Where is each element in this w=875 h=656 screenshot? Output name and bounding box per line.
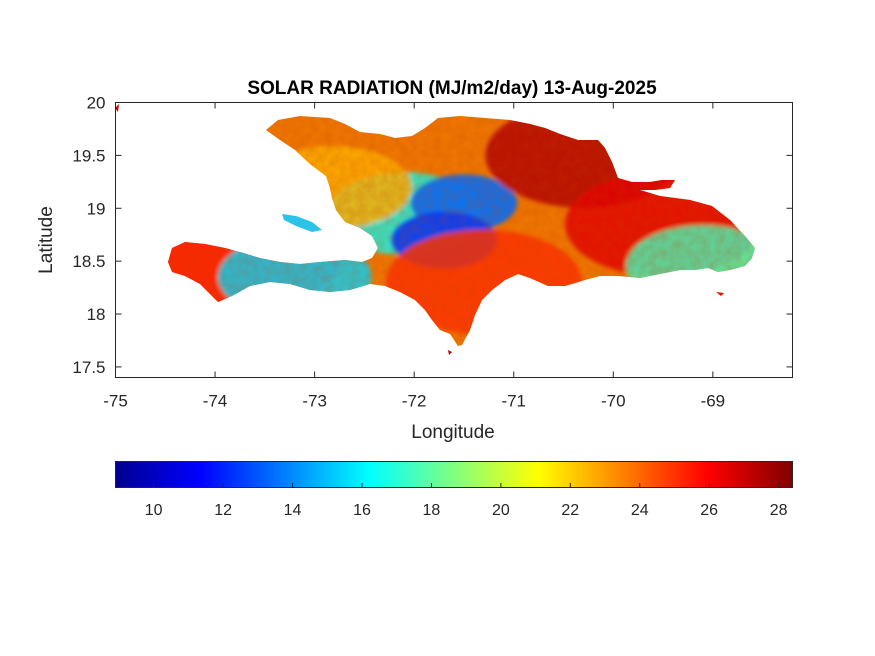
island-heatmap (168, 116, 755, 346)
x-tick-label: -70 (601, 392, 626, 411)
tortuga-island (282, 214, 322, 232)
x-tick-label: -71 (501, 392, 526, 411)
y-tick-label: 18 (87, 305, 106, 324)
x-axis-label: Longitude (411, 422, 494, 443)
colorbar-tick-label: 14 (284, 502, 302, 519)
x-tick-label: -75 (103, 392, 128, 411)
heatmap-area (115, 104, 755, 355)
x-tick-label: -72 (402, 392, 427, 411)
colorbar-tick-label: 12 (214, 502, 232, 519)
colorbar-tick-label: 10 (145, 502, 163, 519)
y-axis-ticks: 17.5 18 18.5 19 19.5 20 (72, 94, 793, 377)
y-tick-label: 19 (87, 199, 106, 218)
colorbar-tick-label: 26 (700, 502, 718, 519)
chart-title: SOLAR RADIATION (MJ/m2/day) 13-Aug-2025 (247, 78, 657, 99)
y-tick-label: 18.5 (72, 252, 105, 271)
x-tick-label: -73 (302, 392, 327, 411)
colorbar-tick-label: 16 (353, 502, 371, 519)
colorbar-tick-label: 20 (492, 502, 510, 519)
navassa-island (115, 104, 119, 112)
y-tick-label: 20 (87, 94, 106, 113)
y-tick-label: 17.5 (72, 358, 105, 377)
y-axis-label: Latitude (36, 206, 57, 274)
colorbar-ticks: 10 12 14 16 18 20 22 24 26 28 (145, 483, 788, 519)
x-tick-label: -69 (701, 392, 726, 411)
colorbar-tick-label: 18 (423, 502, 441, 519)
plot-axes-box (115, 102, 793, 378)
colorbar: 10 12 14 16 18 20 22 24 26 28 (115, 461, 793, 519)
small-islet (448, 350, 452, 355)
colorbar-gradient (115, 461, 793, 488)
saona-island (716, 292, 724, 296)
x-axis-ticks: -75 -74 -73 -72 -71 -70 -69 (103, 102, 726, 411)
colorbar-tick-label: 28 (770, 502, 788, 519)
x-tick-label: -74 (203, 392, 228, 411)
colorbar-tick-label: 22 (561, 502, 579, 519)
y-tick-label: 19.5 (72, 146, 105, 165)
colorbar-tick-label: 24 (631, 502, 649, 519)
